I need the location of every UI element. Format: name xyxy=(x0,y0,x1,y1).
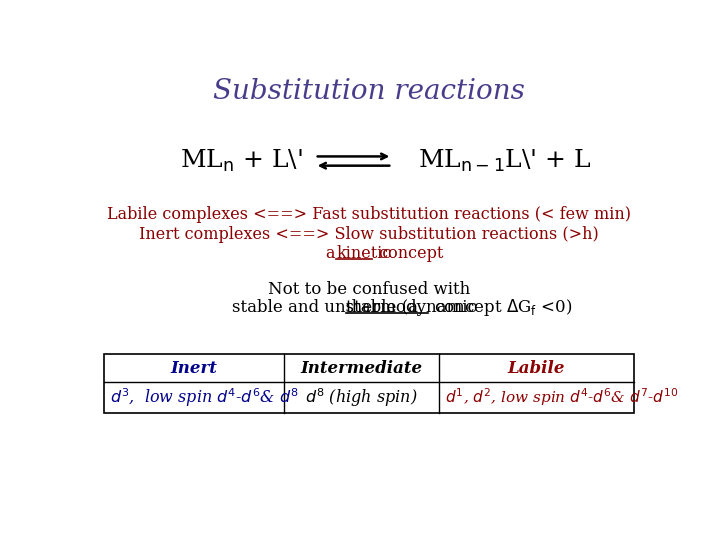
Text: $d^3$,  low spin $d^4$-$d^6$& $d^8$: $d^3$, low spin $d^4$-$d^6$& $d^8$ xyxy=(110,386,299,409)
Text: ML$_{\rm n-1}$L\' + L: ML$_{\rm n-1}$L\' + L xyxy=(418,148,591,174)
Text: thermodynamic: thermodynamic xyxy=(346,299,477,316)
Text: kinetic: kinetic xyxy=(336,245,392,262)
Text: Labile: Labile xyxy=(508,360,565,377)
Text: ML$_{\rm n}$ + L\': ML$_{\rm n}$ + L\' xyxy=(180,148,302,174)
Text: Inert: Inert xyxy=(171,360,217,377)
Text: a: a xyxy=(325,245,341,262)
Text: concept: concept xyxy=(374,245,443,262)
Text: stable and unstable (a: stable and unstable (a xyxy=(232,299,423,316)
Text: $d^1$, $d^2$, low spin $d^4$-$d^6$& $d^7$-$d^{10}$: $d^1$, $d^2$, low spin $d^4$-$d^6$& $d^7… xyxy=(445,387,678,408)
Text: Substitution reactions: Substitution reactions xyxy=(213,78,525,105)
Text: Not to be confused with: Not to be confused with xyxy=(268,281,470,298)
Bar xyxy=(104,354,634,413)
Text: $d^8$ (high spin): $d^8$ (high spin) xyxy=(305,386,418,409)
Text: concept $\Delta$G$_{\rm f}$ <0): concept $\Delta$G$_{\rm f}$ <0) xyxy=(429,297,573,318)
Text: Intermediate: Intermediate xyxy=(300,360,423,377)
Text: Labile complexes <==> Fast substitution reactions (< few min): Labile complexes <==> Fast substitution … xyxy=(107,206,631,224)
Text: Inert complexes <==> Slow substitution reactions (>h): Inert complexes <==> Slow substitution r… xyxy=(139,226,599,242)
